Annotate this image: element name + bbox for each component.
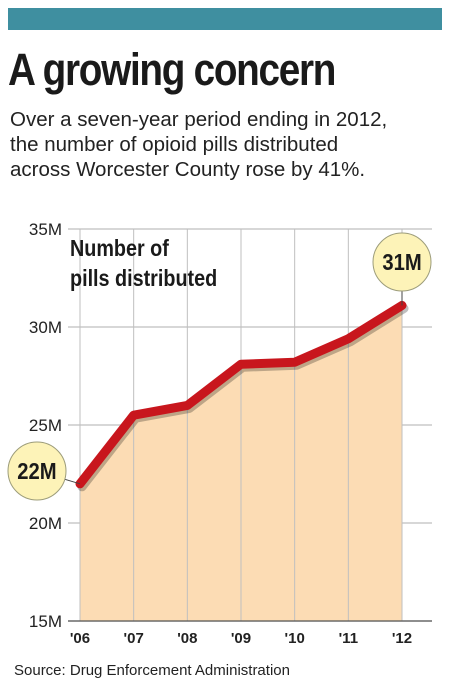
- subtitle: Over a seven-year period ending in 2012,…: [10, 107, 450, 182]
- x-tick-label: '06: [70, 630, 90, 647]
- y-tick-label: 20M: [29, 514, 62, 533]
- data-point: [346, 337, 350, 341]
- subtitle-line: Over a seven-year period ending in 2012,: [10, 108, 388, 131]
- x-tick-label: '11: [339, 630, 358, 647]
- callout-bubble: [7, 441, 67, 501]
- x-tick-label: '08: [177, 630, 197, 647]
- accent-bar: [8, 8, 442, 30]
- x-tick-label: '12: [392, 630, 412, 647]
- source-note: Source: Drug Enforcement Administration: [14, 662, 290, 679]
- x-tick-label: '10: [285, 630, 305, 647]
- subtitle-line: across Worcester County rose by 41%.: [10, 158, 366, 181]
- data-point: [239, 362, 243, 366]
- data-point: [293, 360, 297, 364]
- data-label: 22M: [17, 458, 56, 485]
- data-point: [132, 413, 136, 417]
- x-tick-label: '09: [231, 630, 251, 647]
- y-tick-label: 35M: [29, 220, 62, 239]
- y-tick-label: 15M: [29, 612, 62, 631]
- page-title: A growing concern: [8, 44, 336, 95]
- y-tick-label: 30M: [29, 318, 62, 337]
- data-point: [185, 403, 189, 407]
- y-tick-label: 25M: [29, 416, 62, 435]
- chart-title-line: Number of: [70, 236, 170, 262]
- subtitle-line: the number of opioid pills distributed: [10, 133, 339, 156]
- x-tick-label: '07: [124, 630, 144, 647]
- callout-bubble: [372, 232, 432, 292]
- data-label: 31M: [382, 249, 421, 276]
- chart-title-line: pills distributed: [70, 266, 217, 292]
